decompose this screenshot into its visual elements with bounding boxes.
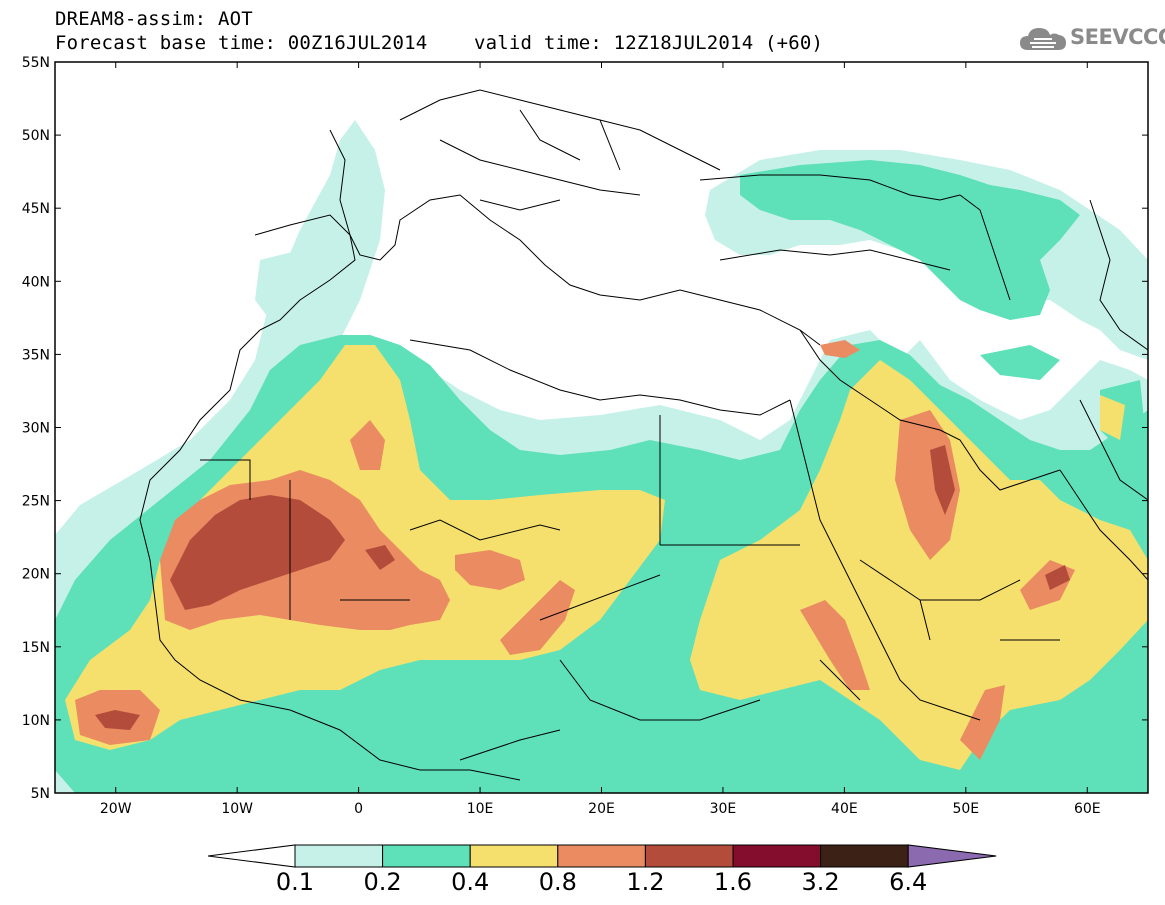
longitude-axis: 20W 10W 0 10E 20E 30E 40E 50E 60E — [100, 62, 1101, 817]
aot-band-1.2 — [95, 445, 1070, 730]
lon-tick-label: 0 — [354, 801, 363, 817]
colorbar-label: 0.1 — [276, 868, 314, 896]
lon-tick-label: 10W — [221, 801, 253, 817]
lon-tick-label: 20W — [100, 801, 132, 817]
lon-tick-label: 30E — [710, 801, 737, 817]
colorbar-label: 1.2 — [626, 868, 664, 896]
lon-tick-label: 50E — [952, 801, 979, 817]
colorbar-segment — [644, 844, 734, 868]
lat-tick-label: 10N — [22, 713, 50, 729]
map-title: DREAM8-assim: AOT — [55, 8, 253, 30]
colorbar-arrow-low — [207, 844, 296, 868]
forecast-time-line: Forecast base time: 00Z16JUL2014 valid t… — [55, 32, 824, 54]
lat-tick-label: 15N — [22, 640, 50, 656]
colorbar-arrow-high — [907, 844, 997, 868]
lat-tick-label: 30N — [22, 421, 50, 437]
lon-tick-label: 60E — [1074, 801, 1101, 817]
colorbar-segment — [820, 844, 909, 868]
lat-tick-label: 5N — [31, 786, 50, 802]
country-borders — [139, 89, 1148, 781]
colorbar-segment — [732, 844, 822, 868]
lat-tick-label: 40N — [22, 274, 50, 290]
seevccc-logo: SEEVCCC — [1018, 22, 1165, 56]
lon-tick-label: 10E — [467, 801, 494, 817]
colorbar-label: 1.6 — [714, 868, 752, 896]
colorbar: 0.1 0.2 0.4 0.8 1.2 1.6 3.2 6.4 — [207, 844, 997, 896]
lat-tick-label: 35N — [22, 347, 50, 363]
lon-tick-label: 40E — [831, 801, 858, 817]
colorbar-label: 6.4 — [889, 868, 927, 896]
latitude-axis: 55N 50N 45N 40N 35N 30N 25N 20N 15N 10N 5N — [22, 55, 1148, 802]
lat-tick-label: 50N — [22, 128, 50, 144]
lat-tick-label: 20N — [22, 567, 50, 583]
logo-text: SEEVCCC — [1070, 25, 1165, 49]
aot-contours — [55, 62, 1148, 793]
colorbar-segment — [557, 844, 646, 868]
lat-tick-label: 45N — [22, 201, 50, 217]
lon-tick-label: 20E — [588, 801, 615, 817]
cloud-icon — [1020, 28, 1066, 50]
colorbar-label: 3.2 — [802, 868, 840, 896]
colorbar-segment — [382, 844, 471, 868]
colorbar-segment — [469, 844, 559, 868]
colorbar-label: 0.8 — [539, 868, 577, 896]
colorbar-segment — [294, 844, 384, 868]
lat-tick-label: 55N — [22, 55, 50, 71]
lat-tick-label: 25N — [22, 494, 50, 510]
colorbar-label: 0.2 — [364, 868, 402, 896]
colorbar-label: 0.4 — [451, 868, 489, 896]
